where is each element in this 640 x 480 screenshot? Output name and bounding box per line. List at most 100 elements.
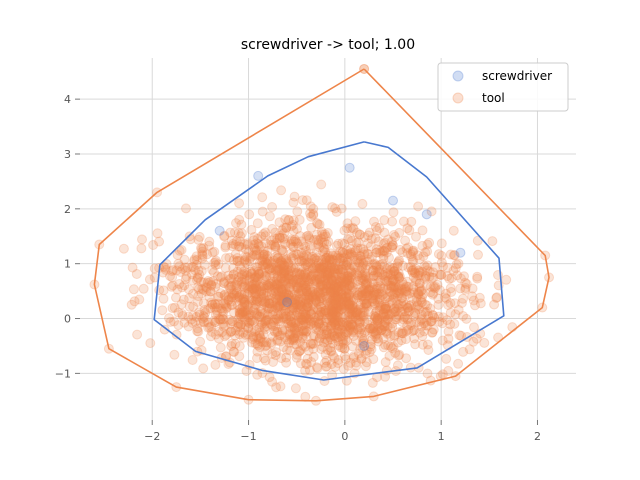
tool-point bbox=[394, 255, 405, 266]
tool-point bbox=[299, 255, 310, 266]
tool-point bbox=[327, 202, 338, 213]
tool-point bbox=[399, 286, 410, 297]
tool-point bbox=[393, 256, 404, 267]
tool-point bbox=[220, 299, 231, 310]
tool-point bbox=[362, 248, 373, 259]
tool-point bbox=[335, 327, 345, 338]
tool-point bbox=[199, 317, 210, 328]
tool-point bbox=[294, 293, 304, 304]
tool-point bbox=[307, 299, 318, 310]
tool-point bbox=[357, 275, 368, 286]
tool-point bbox=[326, 346, 337, 357]
tool-point bbox=[433, 311, 444, 322]
tool-point bbox=[272, 326, 283, 337]
tool-point bbox=[309, 315, 320, 326]
tool-point bbox=[271, 286, 282, 297]
tool-point bbox=[398, 216, 409, 227]
tool-point bbox=[354, 267, 365, 278]
tool-point bbox=[348, 303, 359, 314]
tool-point bbox=[383, 309, 394, 320]
tool-point bbox=[268, 276, 279, 287]
tool-point bbox=[270, 264, 281, 275]
tool-point bbox=[353, 276, 364, 287]
tool-point bbox=[356, 311, 366, 322]
tool-point bbox=[402, 276, 413, 287]
tool-point bbox=[322, 335, 333, 346]
tool-point bbox=[300, 282, 311, 293]
tool-point bbox=[335, 246, 345, 257]
tool-point bbox=[314, 333, 325, 344]
tool-point bbox=[371, 283, 382, 294]
tool-point bbox=[458, 311, 468, 321]
tool-point bbox=[371, 306, 382, 317]
tool-point bbox=[185, 234, 196, 245]
tool-point bbox=[344, 281, 355, 291]
tool-point bbox=[191, 251, 202, 262]
tool-point bbox=[273, 302, 284, 312]
tool-point bbox=[320, 267, 331, 278]
tool-point bbox=[370, 267, 381, 278]
tool-point bbox=[403, 306, 414, 317]
tool-point bbox=[257, 206, 268, 217]
legend-label-screwdriver: screwdriver bbox=[482, 69, 552, 83]
tool-point bbox=[375, 281, 386, 291]
tool-point bbox=[350, 216, 361, 227]
tool-point bbox=[379, 215, 390, 226]
tool-point bbox=[311, 362, 322, 373]
tool-point bbox=[244, 256, 255, 267]
tool-point bbox=[311, 278, 322, 289]
tool-point bbox=[343, 320, 354, 331]
tool-point bbox=[158, 285, 169, 296]
tool-point bbox=[254, 311, 265, 322]
tool-point bbox=[325, 279, 336, 290]
tool-point bbox=[161, 259, 172, 269]
legend-marker-tool bbox=[452, 92, 464, 104]
tool-point bbox=[173, 320, 184, 331]
tool-point bbox=[230, 338, 241, 349]
tool-point bbox=[298, 270, 309, 280]
tool-point bbox=[305, 258, 316, 269]
tool-point bbox=[358, 338, 369, 349]
tool-point bbox=[252, 296, 263, 307]
tool-point bbox=[286, 316, 297, 327]
tool-point bbox=[234, 341, 245, 352]
tool-point bbox=[204, 240, 215, 251]
tool-point bbox=[440, 288, 451, 299]
tool-point bbox=[251, 289, 262, 300]
tool-point bbox=[321, 267, 332, 278]
tool-point bbox=[313, 263, 324, 274]
tool-point bbox=[325, 310, 336, 321]
tool-point bbox=[362, 238, 373, 249]
tool-point bbox=[270, 265, 281, 276]
tool-point bbox=[422, 246, 433, 257]
tool-point bbox=[226, 299, 237, 310]
tool-point bbox=[229, 346, 240, 357]
tool-point bbox=[136, 243, 147, 254]
tool-point bbox=[351, 307, 362, 318]
tool-point bbox=[264, 298, 275, 309]
tool-point bbox=[387, 216, 398, 227]
tool-point bbox=[325, 345, 336, 356]
tool-point bbox=[420, 307, 431, 318]
tool-point bbox=[282, 334, 293, 345]
tool-point bbox=[257, 308, 268, 319]
tool-point bbox=[379, 311, 390, 322]
tool-point bbox=[275, 330, 286, 341]
tool-point bbox=[363, 230, 374, 241]
tool-point bbox=[271, 313, 282, 324]
tool-point bbox=[239, 299, 250, 310]
tool-point bbox=[426, 316, 436, 327]
tool-point bbox=[176, 299, 187, 310]
tool-point bbox=[370, 307, 381, 318]
tool-point bbox=[472, 271, 483, 282]
tool-point bbox=[312, 363, 323, 374]
tool-point bbox=[375, 292, 385, 303]
tool-point bbox=[234, 351, 245, 362]
tool-point bbox=[299, 268, 310, 279]
tool-point bbox=[333, 277, 344, 288]
tool-point bbox=[308, 343, 319, 354]
tool-point bbox=[342, 275, 353, 286]
tool-point bbox=[293, 281, 304, 292]
tool-point bbox=[247, 285, 258, 296]
tool-point bbox=[250, 280, 261, 291]
